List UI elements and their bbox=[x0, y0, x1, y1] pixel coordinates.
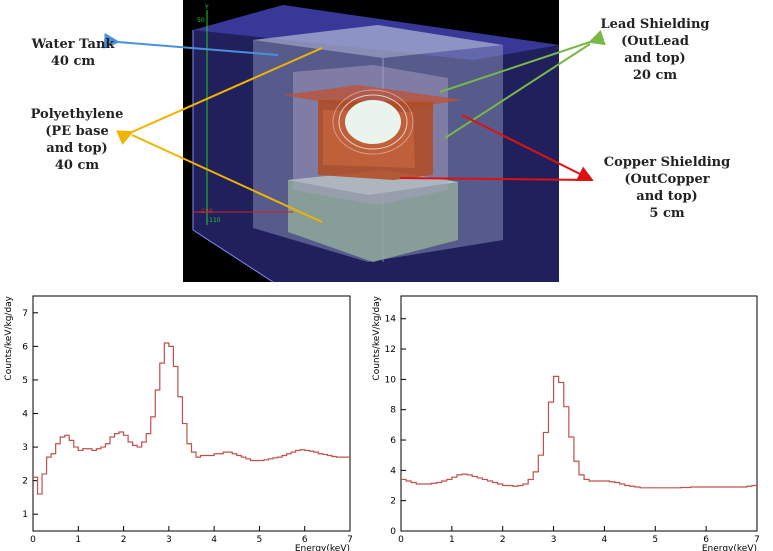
x-tick-label: 2 bbox=[121, 535, 127, 545]
x-tick-label: 3 bbox=[166, 535, 172, 545]
y-tick-label: 6 bbox=[22, 342, 28, 352]
y-tick-label: 3 bbox=[22, 443, 28, 453]
x-tick-label: 0 bbox=[30, 535, 36, 545]
water-tank-label: Water Tank 40 cm bbox=[31, 37, 115, 69]
x-tick-label: 5 bbox=[652, 535, 658, 545]
axis-value-x1: -130 bbox=[199, 208, 213, 215]
y-tick-label: 4 bbox=[390, 466, 396, 476]
x-tick-label: 4 bbox=[602, 535, 608, 545]
lead-shielding-label: Lead Shielding (OutLead and top) 20 cm bbox=[600, 17, 710, 83]
axis-value-y: 50 bbox=[197, 17, 205, 24]
y-tick-label: 14 bbox=[385, 315, 397, 325]
y-tick-label: 10 bbox=[385, 375, 397, 385]
y-tick-label: 6 bbox=[390, 436, 396, 446]
y-axis-label: Counts/keV/kg/day bbox=[4, 295, 14, 380]
y-tick-label: 0 bbox=[390, 527, 396, 537]
axis-label-y: Y bbox=[204, 4, 209, 11]
x-tick-label: 0 bbox=[398, 535, 404, 545]
axis-value-x2: -110 bbox=[207, 217, 221, 224]
y-tick-label: 2 bbox=[390, 497, 396, 507]
plot-frame bbox=[32, 295, 351, 532]
x-tick-label: 6 bbox=[302, 535, 308, 545]
x-tick-label: 1 bbox=[449, 535, 455, 545]
y-tick-label: 12 bbox=[385, 345, 396, 355]
y-tick-label: 1 bbox=[22, 510, 28, 520]
x-tick-label: 4 bbox=[211, 535, 217, 545]
x-tick-label: 3 bbox=[551, 535, 557, 545]
x-tick-label: 2 bbox=[500, 535, 506, 545]
y-tick-label: 5 bbox=[22, 376, 28, 386]
detector-crystal bbox=[345, 100, 401, 144]
spectrum-plot-right: 0 1 2 3 4 5 6 702468101214Energy(keV)Counts/keV… bbox=[372, 295, 760, 551]
y-axis-label: Counts/keV/kg/day bbox=[372, 295, 382, 380]
y-tick-label: 7 bbox=[22, 309, 28, 319]
x-tick-label: 5 bbox=[257, 535, 263, 545]
y-tick-label: 4 bbox=[22, 410, 28, 420]
x-axis-label: Energy(keV) bbox=[702, 544, 757, 551]
copper-shielding-label: Copper Shielding (OutCopper and top) 5 c… bbox=[603, 155, 731, 221]
x-tick-label: 7 bbox=[754, 535, 760, 545]
polyethylene-label: Polyethylene (PE base and top) 40 cm bbox=[30, 107, 124, 173]
detector-geometry-scene: Y 50 -130 -110 bbox=[183, 0, 559, 282]
y-tick-label: 2 bbox=[22, 477, 28, 487]
x-axis-label: Energy(keV) bbox=[295, 544, 350, 551]
y-tick-label: 8 bbox=[390, 406, 396, 416]
x-tick-label: 1 bbox=[75, 535, 81, 545]
spectrum-plot-left: 0 1 2 3 4 5 6 71234567Energy(keV)Counts/keV/kg/… bbox=[4, 295, 353, 551]
spectrum-series bbox=[33, 342, 350, 495]
plot-frame bbox=[400, 295, 758, 532]
spectrum-series bbox=[401, 375, 757, 489]
x-tick-label: 7 bbox=[347, 535, 353, 545]
x-tick-label: 6 bbox=[703, 535, 709, 545]
